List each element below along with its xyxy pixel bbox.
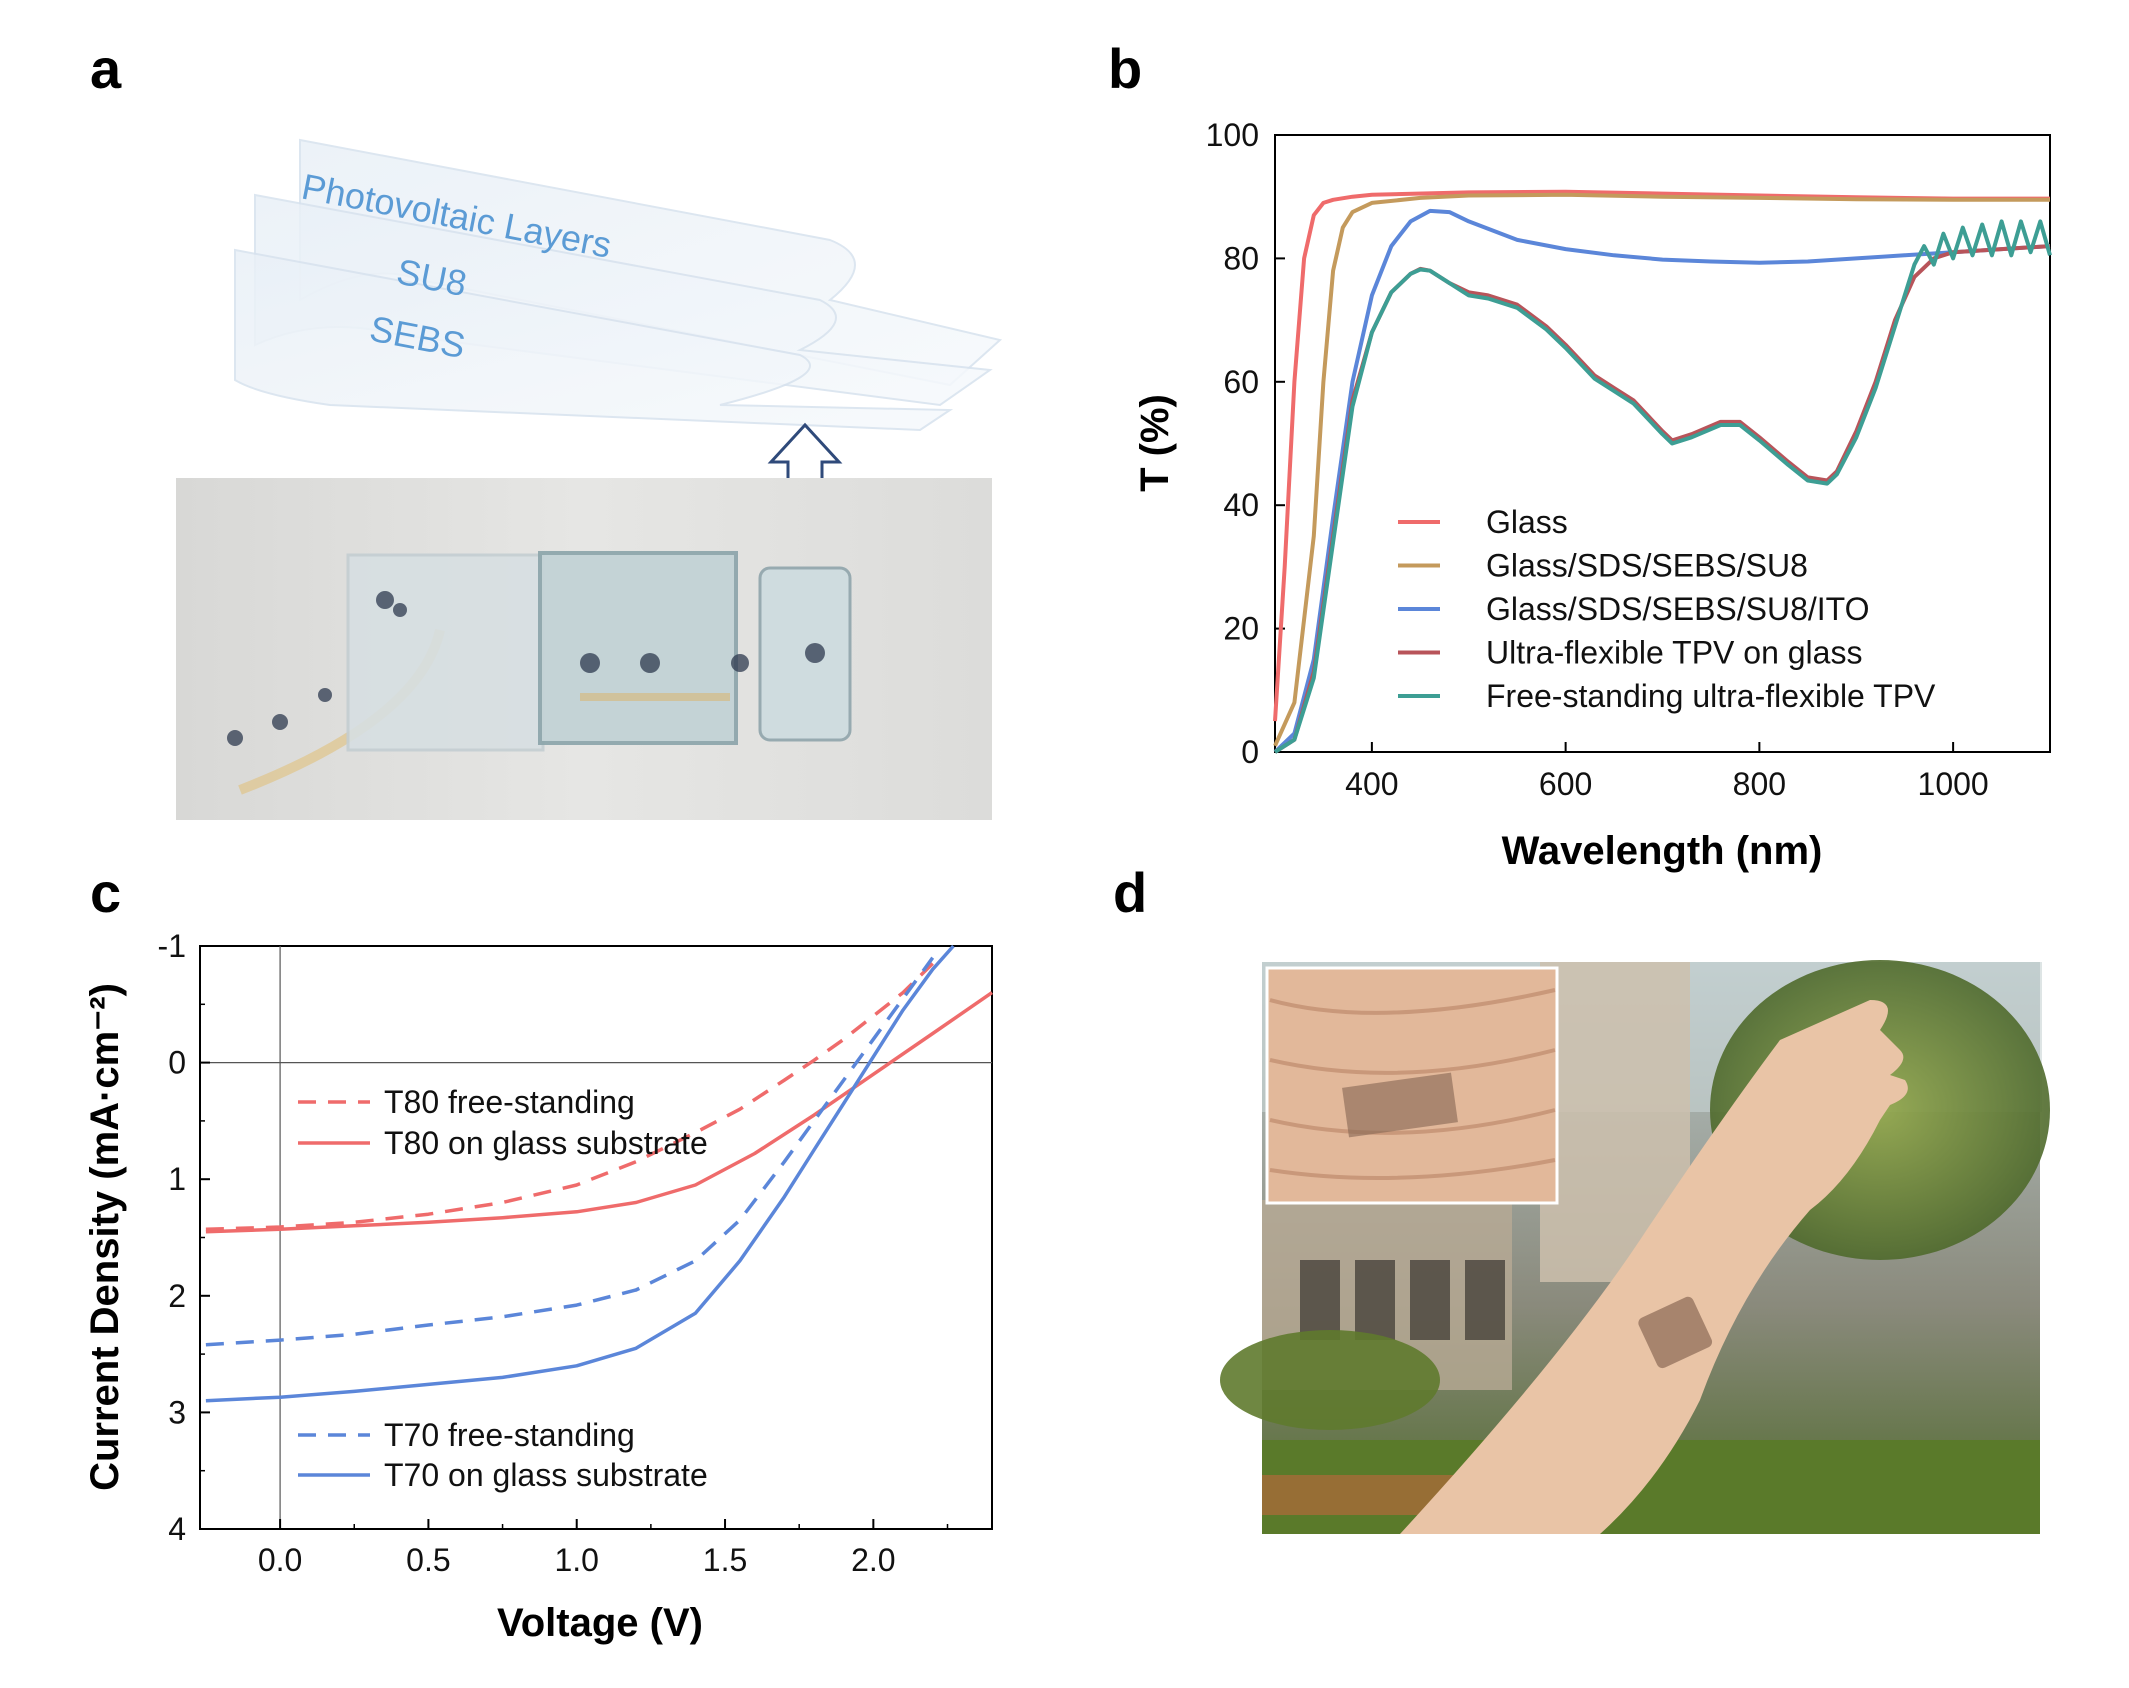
chart-b: 400 600 800 1000 0 20 40 60 80 100 Wavelength (nm… <box>1133 117 2052 873</box>
layer-schematic: Photovoltaic Layers SU8 SEBS <box>234 138 1003 432</box>
y-tick-label-c: 1 <box>168 1161 186 1197</box>
legend-label-b: Glass/SDS/SEBS/SU8 <box>1486 548 1808 584</box>
legend-c: T80 free-standing T80 on glass substrate T… <box>298 1084 708 1493</box>
x-tick-label-b: 600 <box>1539 766 1592 802</box>
legend-label-b: Glass/SDS/SEBS/SU8/ITO <box>1486 591 1870 627</box>
y-tick-label-c: 2 <box>168 1278 186 1314</box>
legend-label-c: T70 free-standing <box>384 1417 635 1453</box>
y-tick-label-c: 3 <box>168 1394 186 1430</box>
legend-label-c: T80 free-standing <box>384 1084 635 1120</box>
x-tick-label-c: 0.5 <box>406 1542 450 1578</box>
series-line-b-0 <box>1273 189 2050 722</box>
series-line-b-1 <box>1273 192 2050 747</box>
chart-c: 0.0 0.5 1.0 1.5 2.0 -1 0 1 2 3 4 Voltage (V) Curre… <box>83 928 993 1645</box>
y-tick-label-b: 80 <box>1223 240 1259 276</box>
series-line-b-3 <box>1273 244 2051 754</box>
y-axis-title-c: Current Density (mA·cm⁻²) <box>83 983 127 1491</box>
device-photo <box>176 478 992 820</box>
x-axis-title-c: Voltage (V) <box>497 1601 703 1645</box>
panel-label-b: b <box>1108 37 1142 100</box>
plot-frame-b <box>1274 134 2051 753</box>
y-axis-title-b: T (%) <box>1133 394 1177 492</box>
x-tick-label-b: 800 <box>1733 766 1786 802</box>
series-line-b-2 <box>1273 208 2051 754</box>
legend-b: Glass Glass/SDS/SEBS/SU8 Glass/SDS/SEBS/SU… <box>1398 504 1936 714</box>
y-tick-label-b: 0 <box>1241 734 1259 770</box>
y-tick-label-b: 60 <box>1223 364 1259 400</box>
panel-label-c: c <box>90 861 121 924</box>
y-tick-label-c: -1 <box>158 928 186 964</box>
x-tick-label-c: 1.5 <box>703 1542 747 1578</box>
x-tick-label-c: 2.0 <box>851 1542 895 1578</box>
panel-label-a: a <box>90 37 122 100</box>
x-axis-title-b: Wavelength (nm) <box>1502 829 1823 873</box>
x-tick-label-c: 0.0 <box>258 1542 302 1578</box>
y-tick-label-c: 0 <box>168 1045 186 1081</box>
legend-label-c: T70 on glass substrate <box>384 1457 708 1493</box>
series-line-c-3 <box>205 944 955 1403</box>
panel-label-d: d <box>1113 861 1147 924</box>
wrist-photo <box>1220 960 2050 1534</box>
legend-label-b: Ultra-flexible TPV on glass <box>1486 635 1862 671</box>
legend-label-b: Free-standing ultra-flexible TPV <box>1486 678 1936 714</box>
series-line-c-0 <box>205 962 934 1232</box>
x-tick-label-b: 1000 <box>1918 766 1989 802</box>
y-axis-title-c-text: Current Density (mA·cm⁻²) <box>83 983 127 1491</box>
x-tick-label-b: 400 <box>1345 766 1398 802</box>
legend-label-b: Glass <box>1486 504 1568 540</box>
y-tick-label-b: 20 <box>1223 611 1259 647</box>
y-tick-label-b: 40 <box>1223 487 1259 523</box>
series-line-c-1 <box>205 991 993 1234</box>
series-line-b-4 <box>1273 219 2052 754</box>
y-tick-label-b: 100 <box>1206 117 1259 153</box>
y-tick-label-c: 4 <box>168 1511 186 1547</box>
legend-label-c: T80 on glass substrate <box>384 1125 708 1161</box>
x-tick-label-c: 1.0 <box>554 1542 598 1578</box>
